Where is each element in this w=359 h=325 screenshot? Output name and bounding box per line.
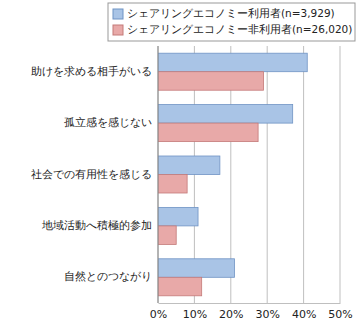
- tick: 0%: [150, 303, 167, 321]
- legend-label: シェアリングエコノミー利用者(n=3,929): [127, 7, 335, 19]
- bar: [158, 277, 202, 296]
- tick-label: 0%: [150, 308, 167, 321]
- bar: [158, 72, 264, 91]
- y-axis-line: [158, 46, 159, 303]
- category-label: 地域活動へ積極的参加: [41, 219, 152, 232]
- tick: 10%: [183, 303, 207, 321]
- legend-swatch: [113, 9, 123, 19]
- legend-swatch: [113, 25, 123, 35]
- grid-line: [340, 46, 341, 303]
- tick: 50%: [328, 303, 352, 321]
- tick-label: 40%: [292, 308, 316, 321]
- bar: [158, 207, 198, 226]
- grid-line: [158, 46, 159, 303]
- legend-label: シェアリングエコノミー非利用者(n=26,020): [127, 23, 352, 35]
- tick-label: 50%: [328, 308, 352, 321]
- bar: [158, 175, 187, 194]
- legend-box: [108, 3, 355, 41]
- category-label: 自然とのつながり: [64, 270, 152, 283]
- tick: 40%: [292, 303, 316, 321]
- chart: 0% 10% 20% 30% 40% 50% 助けを求める相手がいる孤立感を感じない社会での…: [0, 0, 359, 325]
- grid: [158, 46, 340, 303]
- bar: [158, 53, 307, 72]
- x-axis: 0% 10% 20% 30% 40% 50%: [150, 303, 353, 321]
- tick-label: 20%: [219, 308, 243, 321]
- category-label: 助けを求める相手がいる: [31, 65, 152, 78]
- bar: [158, 226, 176, 245]
- tick-label: 10%: [183, 308, 207, 321]
- category-label: 孤立感を感じない: [64, 116, 152, 129]
- axis-line: [159, 303, 341, 304]
- legend: シェアリングエコノミー利用者(n=3,929) シェアリングエコノミー非利用者(n…: [108, 3, 355, 41]
- bar: [158, 259, 234, 278]
- tick: 20%: [219, 303, 243, 321]
- category-label: 社会での有用性を感じる: [31, 168, 152, 181]
- y-axis: 助けを求める相手がいる孤立感を感じない社会での有用性を感じる地域活動へ積極的参加…: [31, 65, 152, 284]
- tick-label: 30%: [255, 308, 279, 321]
- bar: [158, 105, 293, 124]
- grid-line: [303, 46, 304, 303]
- bars: [158, 53, 307, 296]
- grid-line: [267, 46, 268, 303]
- tick: 30%: [255, 303, 279, 321]
- bar: [158, 123, 258, 142]
- bar: [158, 156, 220, 175]
